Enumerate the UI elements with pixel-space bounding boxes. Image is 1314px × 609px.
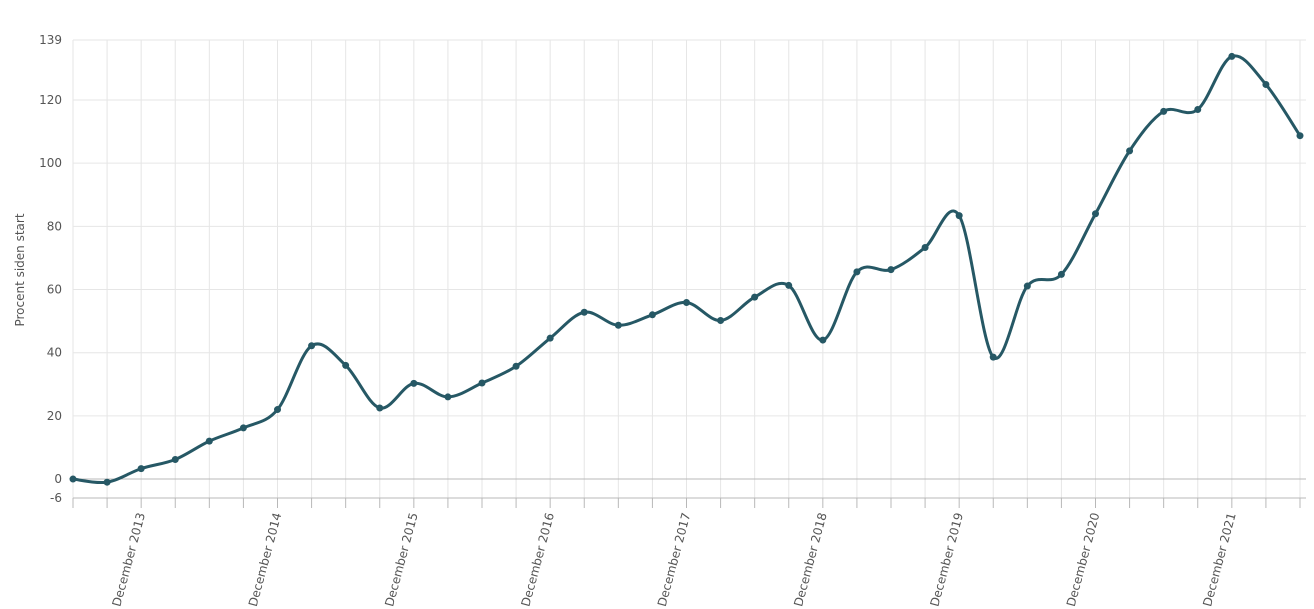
data-point[interactable] [989,353,997,361]
grid [72,39,1306,499]
data-point[interactable] [103,478,111,486]
y-tick-label: 40 [47,346,62,360]
data-point[interactable] [819,336,827,344]
data-point[interactable] [1262,81,1270,89]
y-tick-label: 20 [47,409,62,423]
data-point[interactable] [955,212,963,220]
y-tick-label: 0 [54,472,62,486]
data-point[interactable] [342,361,350,369]
y-tick-label: 60 [47,283,62,297]
data-point[interactable] [1296,132,1304,140]
data-point[interactable] [785,281,793,289]
y-tick-label: 139 [39,33,62,47]
x-tick-label: December 2014 [246,511,285,608]
data-point[interactable] [1160,107,1168,115]
data-point[interactable] [717,316,725,324]
axes [72,497,1306,508]
y-axis-title: Procent siden start [13,213,27,326]
x-tick-label: December 2021 [1200,511,1239,608]
data-point[interactable] [137,465,145,473]
data-point[interactable] [683,298,690,306]
y-tick-label: 100 [39,156,62,170]
data-point[interactable] [1228,52,1236,60]
data-point[interactable] [614,321,622,329]
data-point[interactable] [1126,147,1134,155]
data-point[interactable] [376,404,384,412]
y-tick-label: -6 [50,491,62,505]
data-point[interactable] [887,266,895,274]
x-tick-label: December 2016 [519,511,558,608]
x-tick-label: December 2020 [1064,511,1103,608]
data-point[interactable] [1092,210,1099,218]
x-tick-label: December 2013 [110,511,149,608]
data-point[interactable] [274,406,281,414]
x-tick-label: December 2015 [382,511,421,608]
data-point[interactable] [580,308,588,316]
data-point[interactable] [478,379,486,387]
data-point[interactable] [512,362,520,370]
data-point[interactable] [1194,105,1202,113]
data-point[interactable] [205,437,213,445]
data-point[interactable] [1023,282,1031,290]
y-tick-label: 120 [39,93,62,107]
x-tick-label: December 2019 [928,511,967,608]
data-points [69,52,1304,486]
data-point[interactable] [239,424,247,432]
data-point[interactable] [751,293,759,301]
data-point[interactable] [410,379,418,387]
data-point[interactable] [1057,270,1065,278]
data-point[interactable] [69,475,77,483]
data-point[interactable] [648,311,656,319]
data-point[interactable] [308,342,316,350]
data-point[interactable] [546,334,554,342]
y-tick-label: 80 [47,219,62,233]
x-tick-label: December 2017 [655,511,694,608]
x-tick-label: December 2018 [791,511,830,608]
data-point[interactable] [171,455,179,463]
data-point[interactable] [444,393,452,401]
data-point[interactable] [853,268,861,276]
data-point[interactable] [921,244,929,252]
